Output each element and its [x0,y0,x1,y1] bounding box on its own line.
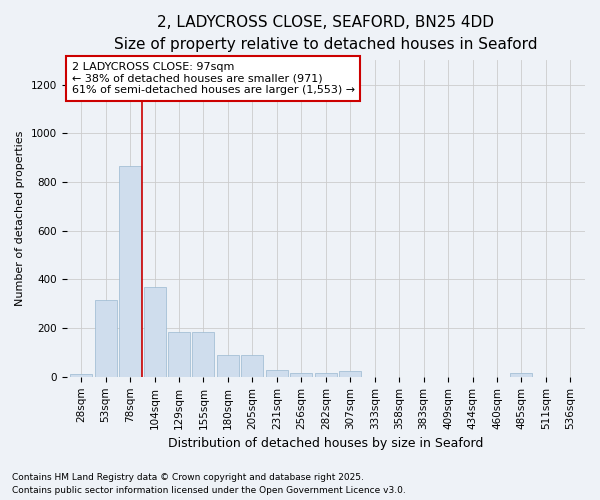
Bar [70,374,92,377]
Bar [315,373,337,377]
Bar [290,373,313,377]
Text: Contains HM Land Registry data © Crown copyright and database right 2025.
Contai: Contains HM Land Registry data © Crown c… [12,474,406,495]
Bar [95,300,116,377]
Bar [241,355,263,377]
Bar [217,355,239,377]
Bar [193,332,214,377]
Text: 2 LADYCROSS CLOSE: 97sqm
← 38% of detached houses are smaller (971)
61% of semi-: 2 LADYCROSS CLOSE: 97sqm ← 38% of detach… [72,62,355,95]
X-axis label: Distribution of detached houses by size in Seaford: Distribution of detached houses by size … [168,437,484,450]
Title: 2, LADYCROSS CLOSE, SEAFORD, BN25 4DD
Size of property relative to detached hous: 2, LADYCROSS CLOSE, SEAFORD, BN25 4DD Si… [114,15,538,52]
Bar [143,286,166,377]
Bar [339,370,361,377]
Bar [511,373,532,377]
Bar [168,332,190,377]
Bar [266,370,288,377]
Bar [119,166,141,377]
Y-axis label: Number of detached properties: Number of detached properties [15,131,25,306]
